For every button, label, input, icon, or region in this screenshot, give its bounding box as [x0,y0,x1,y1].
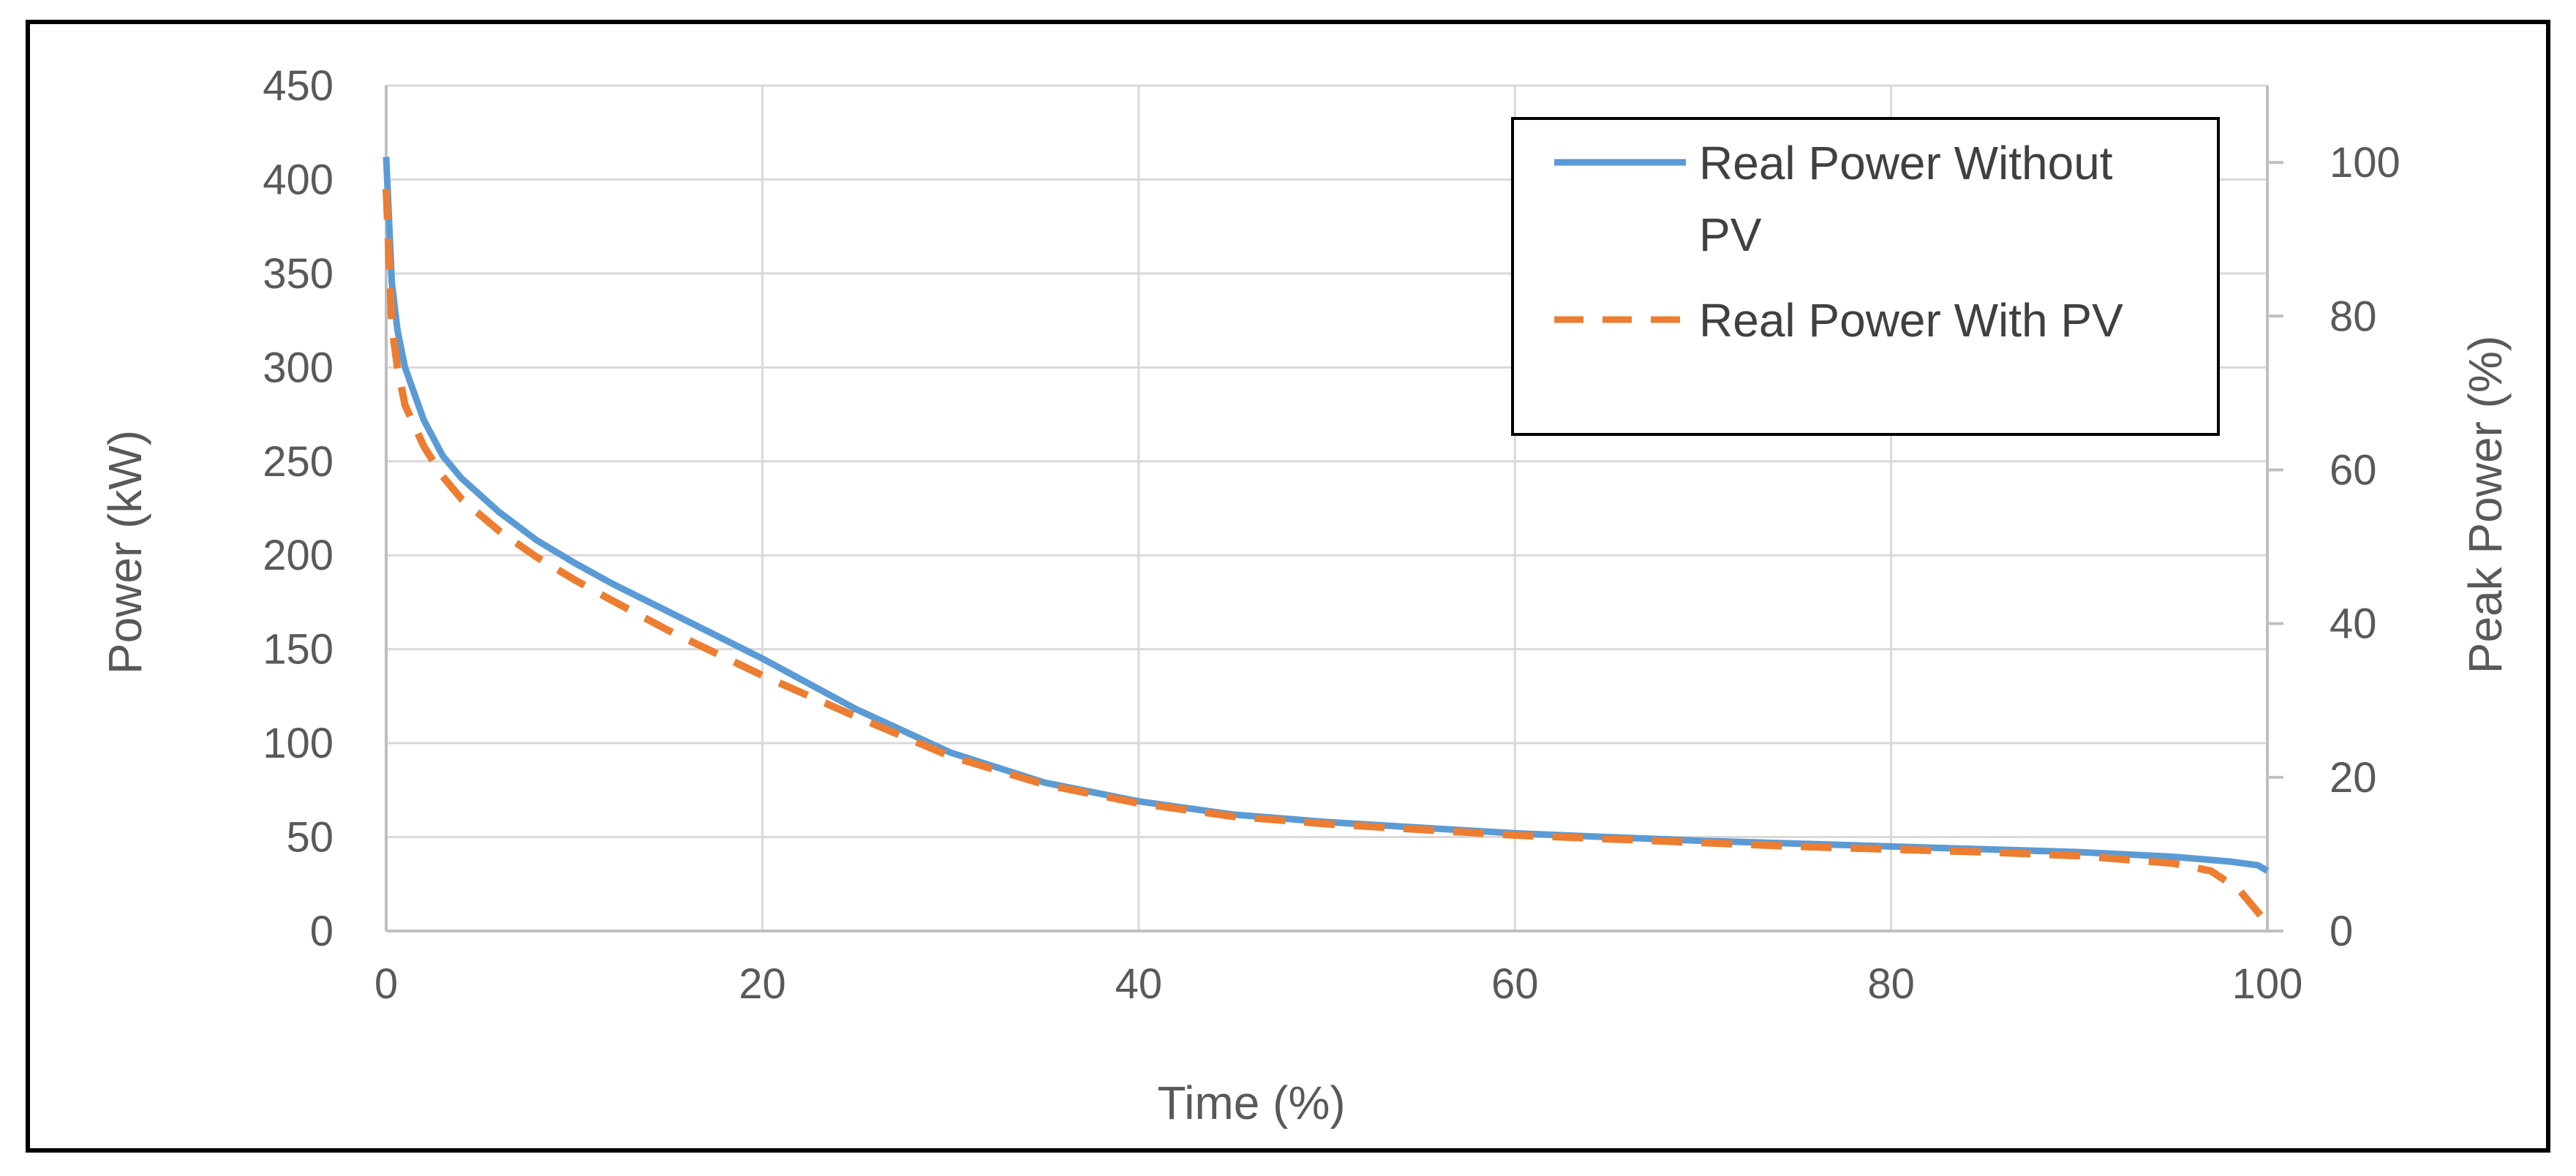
legend-label-without-pv-line1: Real Power Without [1699,137,2113,189]
y-tick-label-150: 150 [263,626,334,674]
y-tick-label-400: 400 [263,156,334,203]
x-tick-label-60: 60 [1491,960,1539,1008]
legend-label-with-pv: Real Power With PV [1699,294,2123,347]
y-tick-label-350: 350 [263,250,334,298]
legend: Real Power Without PV Real Power With PV [1511,117,2220,436]
x-tick-label-80: 80 [1867,960,1915,1008]
y2-tick-label-100: 100 [2330,139,2400,186]
y-tick-label-300: 300 [263,344,334,391]
legend-box [1511,117,2220,436]
x-axis-title: Time (%) [1157,1077,1345,1129]
legend-label-without-pv-line2: PV [1699,208,1762,261]
y-tick-label-200: 200 [263,532,334,579]
y-tick-label-50: 50 [286,814,334,862]
series-line-with-pv [383,189,2270,926]
y-tick-label-0: 0 [310,908,334,955]
y2-axis-title: Peak Power (%) [2459,336,2512,674]
axes [385,86,2283,932]
y2-tick-label-80: 80 [2330,293,2377,340]
y-axis-title: Power (kW) [99,430,151,674]
x-tick-label-40: 40 [1115,960,1163,1008]
x-tick-label-20: 20 [739,960,786,1008]
series-group [383,157,2270,926]
y-tick-label-250: 250 [263,438,334,486]
y2-tick-label-20: 20 [2330,754,2377,802]
y2-tick-label-0: 0 [2330,908,2353,955]
y2-tick-label-40: 40 [2330,600,2377,648]
y-tick-label-100: 100 [263,720,334,767]
x-tick-label-0: 0 [374,960,398,1008]
y2-tick-label-60: 60 [2330,446,2377,494]
series-line-without-pv [383,157,2270,874]
tick-labels: 0 50 100 150 200 250 300 350 400 450 0 20 40 60 80 100 0… [263,62,2400,1008]
x-tick-label-100: 100 [2232,960,2303,1008]
y-tick-label-450: 450 [263,62,334,110]
